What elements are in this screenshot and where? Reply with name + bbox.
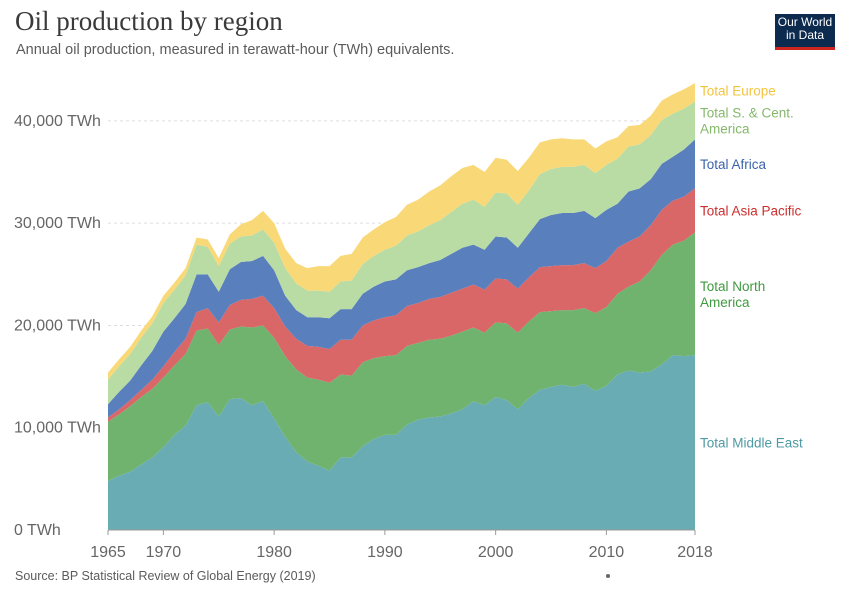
y-tick-label: 0 TWh: [14, 522, 61, 539]
source-note: Source: BP Statistical Review of Global …: [15, 569, 316, 583]
series-label-total-s-cent-america: Total S. & Cent. America: [700, 105, 794, 136]
owid-logo[interactable]: Our World in Data: [775, 14, 835, 50]
chart-subtitle: Annual oil production, measured in teraw…: [16, 42, 455, 58]
chart-title: Oil production by region: [15, 6, 283, 36]
y-axis: 0 TWh 10,000 TWh 20,000 TWh 30,000 TWh 40,00…: [14, 113, 695, 539]
x-tick-label: 1970: [146, 544, 182, 561]
area-total-middle-east[interactable]: [108, 355, 695, 530]
x-tick-label: 1980: [256, 544, 292, 561]
series-label-line: Total Europe: [700, 83, 776, 98]
series-label-line: Total Africa: [700, 157, 767, 172]
logo-accent-bar: [775, 47, 835, 50]
series-label-line: Total Asia Pacific: [700, 203, 802, 218]
area-series-group: [108, 83, 695, 530]
series-label-total-africa: Total Africa: [700, 157, 767, 172]
x-tick-label: 1965: [90, 544, 126, 561]
area-total-europe[interactable]: [108, 83, 695, 380]
y-tick-label: 40,000 TWh: [14, 113, 101, 130]
logo-line-1: Our World: [777, 15, 833, 29]
x-tick-label: 2018: [677, 544, 713, 561]
series-label-line: America: [700, 295, 750, 310]
x-tick-label: 2000: [478, 544, 514, 561]
area-total-asia-pacific[interactable]: [108, 188, 695, 422]
area-total-africa[interactable]: [108, 139, 695, 418]
series-label-total-asia-pacific: Total Asia Pacific: [700, 203, 802, 218]
series-label-total-middle-east: Total Middle East: [700, 436, 803, 451]
series-label-line: Total North: [700, 279, 765, 294]
series-label-total-north-america: Total North America: [700, 279, 765, 310]
pagination-dot[interactable]: [606, 574, 610, 578]
x-tick-label: 2010: [589, 544, 625, 561]
series-label-total-europe: Total Europe: [700, 83, 776, 98]
x-axis: 1965 1970 1980 1990 2000 2010 2018: [90, 530, 713, 561]
logo-line-2: in Data: [785, 28, 825, 42]
series-label-line: America: [700, 121, 750, 136]
y-tick-label: 10,000 TWh: [14, 420, 101, 437]
area-total-north-america[interactable]: [108, 232, 695, 481]
y-tick-label: 30,000 TWh: [14, 215, 101, 232]
series-label-line: Total S. & Cent.: [700, 105, 794, 120]
x-tick-label: 1990: [367, 544, 403, 561]
y-tick-label: 20,000 TWh: [14, 317, 101, 334]
area-total-s-cent-america[interactable]: [108, 101, 695, 405]
series-label-line: Total Middle East: [700, 436, 803, 451]
